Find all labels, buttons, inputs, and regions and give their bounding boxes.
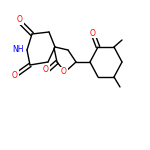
Text: O: O: [17, 15, 23, 24]
Text: O: O: [90, 28, 96, 38]
Text: O: O: [43, 66, 49, 75]
Text: NH: NH: [12, 45, 24, 54]
Text: O: O: [12, 70, 18, 80]
Text: O: O: [61, 68, 67, 76]
